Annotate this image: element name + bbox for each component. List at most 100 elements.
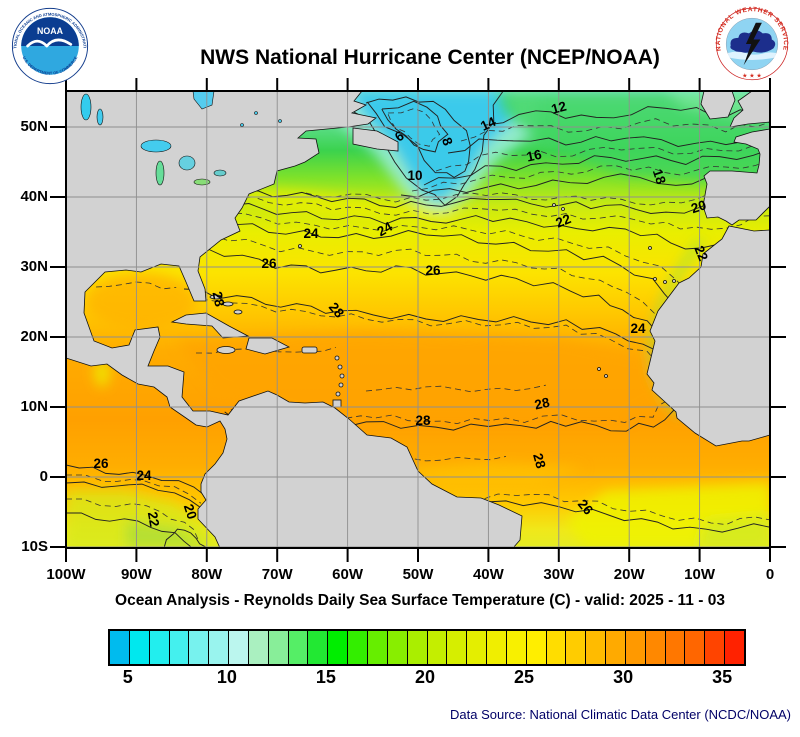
colorbar-label: 30: [613, 667, 634, 687]
lon-label: 60W: [332, 566, 364, 583]
isotherm-solid: [244, 190, 770, 214]
colorbar-label: 10: [216, 667, 237, 687]
colorbar-segment: [427, 631, 448, 664]
colorbar-label: 20: [414, 667, 436, 687]
nws-logo: NATIONAL WEATHER SERVICE ★ ★ ★: [715, 6, 788, 81]
lon-label: 90W: [120, 566, 152, 583]
noaa-logo-wordmark: NOAA: [37, 26, 64, 36]
colorbar-segment: [467, 631, 488, 664]
isotherm-dashed: [237, 196, 770, 230]
lake-manitoba: [96, 108, 104, 126]
colorbar-segment: [546, 631, 567, 664]
colorbar-segment: [665, 631, 686, 664]
isotherm-solid: [217, 220, 722, 349]
colorbar-label: 15: [315, 667, 336, 687]
colorbar-segment: [328, 631, 349, 664]
land-africa: [646, 225, 770, 447]
colorbar-segment: [308, 631, 329, 664]
colorbar-segment: [506, 631, 527, 664]
lon-label: 10W: [684, 566, 716, 583]
lake-michigan: [155, 160, 165, 186]
page-title: NWS National Hurricane Center (NCEP/NOAA…: [200, 46, 660, 69]
isotherm-dashed: [211, 234, 695, 369]
island-ireland: [700, 91, 736, 120]
colorbar-segment: [526, 631, 547, 664]
isotherm-solid: [447, 135, 770, 154]
isotherm-dashed: [95, 281, 177, 290]
islands-bahamas: [209, 294, 243, 315]
contour-label: 18: [650, 167, 669, 186]
lake-superior: [140, 139, 172, 153]
colorbar-segment: [705, 631, 726, 664]
colorbar-segment: [625, 631, 646, 664]
lightning-bolt-icon: [743, 22, 762, 66]
land-france-iberia: [702, 128, 770, 226]
lat-label: 50N: [20, 118, 48, 135]
lat-label: 40N: [20, 188, 48, 205]
isotherm-solid: [66, 481, 204, 510]
axis-ticks: [50, 78, 786, 562]
contour-label: 16: [525, 147, 543, 165]
colorbar-segment: [110, 631, 130, 664]
isotherm-solid: [66, 512, 194, 548]
contour-label: 14: [478, 114, 498, 134]
isotherm-dashed: [225, 212, 729, 330]
colorbar-segment: [566, 631, 587, 664]
isotherm-dashed: [365, 384, 546, 393]
colorbar-segment: [149, 631, 170, 664]
noaa-logo: NOAA NATIONAL OCEANIC AND ATMOSPHERIC AD…: [10, 6, 89, 85]
contour-label: 28: [530, 452, 549, 471]
colorbar-label: 25: [514, 667, 535, 687]
colorbar-segment: [348, 631, 368, 664]
isotherm-solid: [233, 203, 770, 250]
contour-label: 20: [181, 502, 200, 521]
isotherm-solid: [207, 248, 690, 383]
lake-ontario: [213, 169, 227, 177]
contour-label: 22: [554, 211, 574, 231]
contour-label: 24: [374, 219, 395, 240]
colorbar-segment: [407, 631, 428, 664]
isotherm-solid: [423, 149, 770, 186]
colorbar-segment: [288, 631, 309, 664]
isotherm-dashed: [66, 498, 199, 541]
contour-label: 26: [425, 263, 441, 278]
colorbar-segment: [248, 631, 269, 664]
island-jamaica: [216, 346, 236, 354]
island-puerto-rico: [301, 346, 318, 354]
contour-label: 28: [210, 290, 228, 308]
land-layer: [66, 91, 770, 548]
lake-winnipeg: [80, 93, 92, 121]
temperature-colorbar: [108, 629, 746, 666]
colorbar-segment: [209, 631, 230, 664]
seagull-icon: [26, 38, 73, 48]
isotherm-dashed: [460, 118, 770, 142]
islands-azores-madeira-canaries: [552, 203, 676, 378]
isotherm-solid: [66, 464, 208, 498]
lon-label: 50W: [402, 566, 434, 583]
lat-label: 10N: [20, 398, 48, 415]
islands-lesser-antilles: [332, 355, 345, 408]
nws-logo-wave: [727, 51, 777, 60]
isotherm-contours: [66, 91, 770, 548]
lat-label: 20N: [20, 328, 48, 345]
island-bermuda: [298, 244, 302, 248]
colorbar-segment: [169, 631, 190, 664]
colorbar-segment: [725, 631, 744, 664]
nws-ring-stars: ★ ★ ★: [742, 72, 762, 79]
colorbar-segment: [447, 631, 468, 664]
contour-label: 12: [550, 98, 568, 116]
lon-label: 70W: [261, 566, 293, 583]
lon-label: 80W: [191, 566, 223, 583]
colorbar-segment: [229, 631, 249, 664]
colorbar-segment: [268, 631, 289, 664]
colorbar-label: 35: [712, 667, 733, 687]
lat-label: 10S: [21, 538, 48, 555]
lon-label: 0: [765, 566, 775, 583]
colorbar-segment: [189, 631, 210, 664]
lat-label: 30N: [20, 258, 48, 275]
colorbar-segment: [487, 631, 507, 664]
lon-label: 20W: [613, 566, 645, 583]
contour-label: 26: [261, 256, 277, 271]
lon-label: 100W: [46, 566, 86, 583]
